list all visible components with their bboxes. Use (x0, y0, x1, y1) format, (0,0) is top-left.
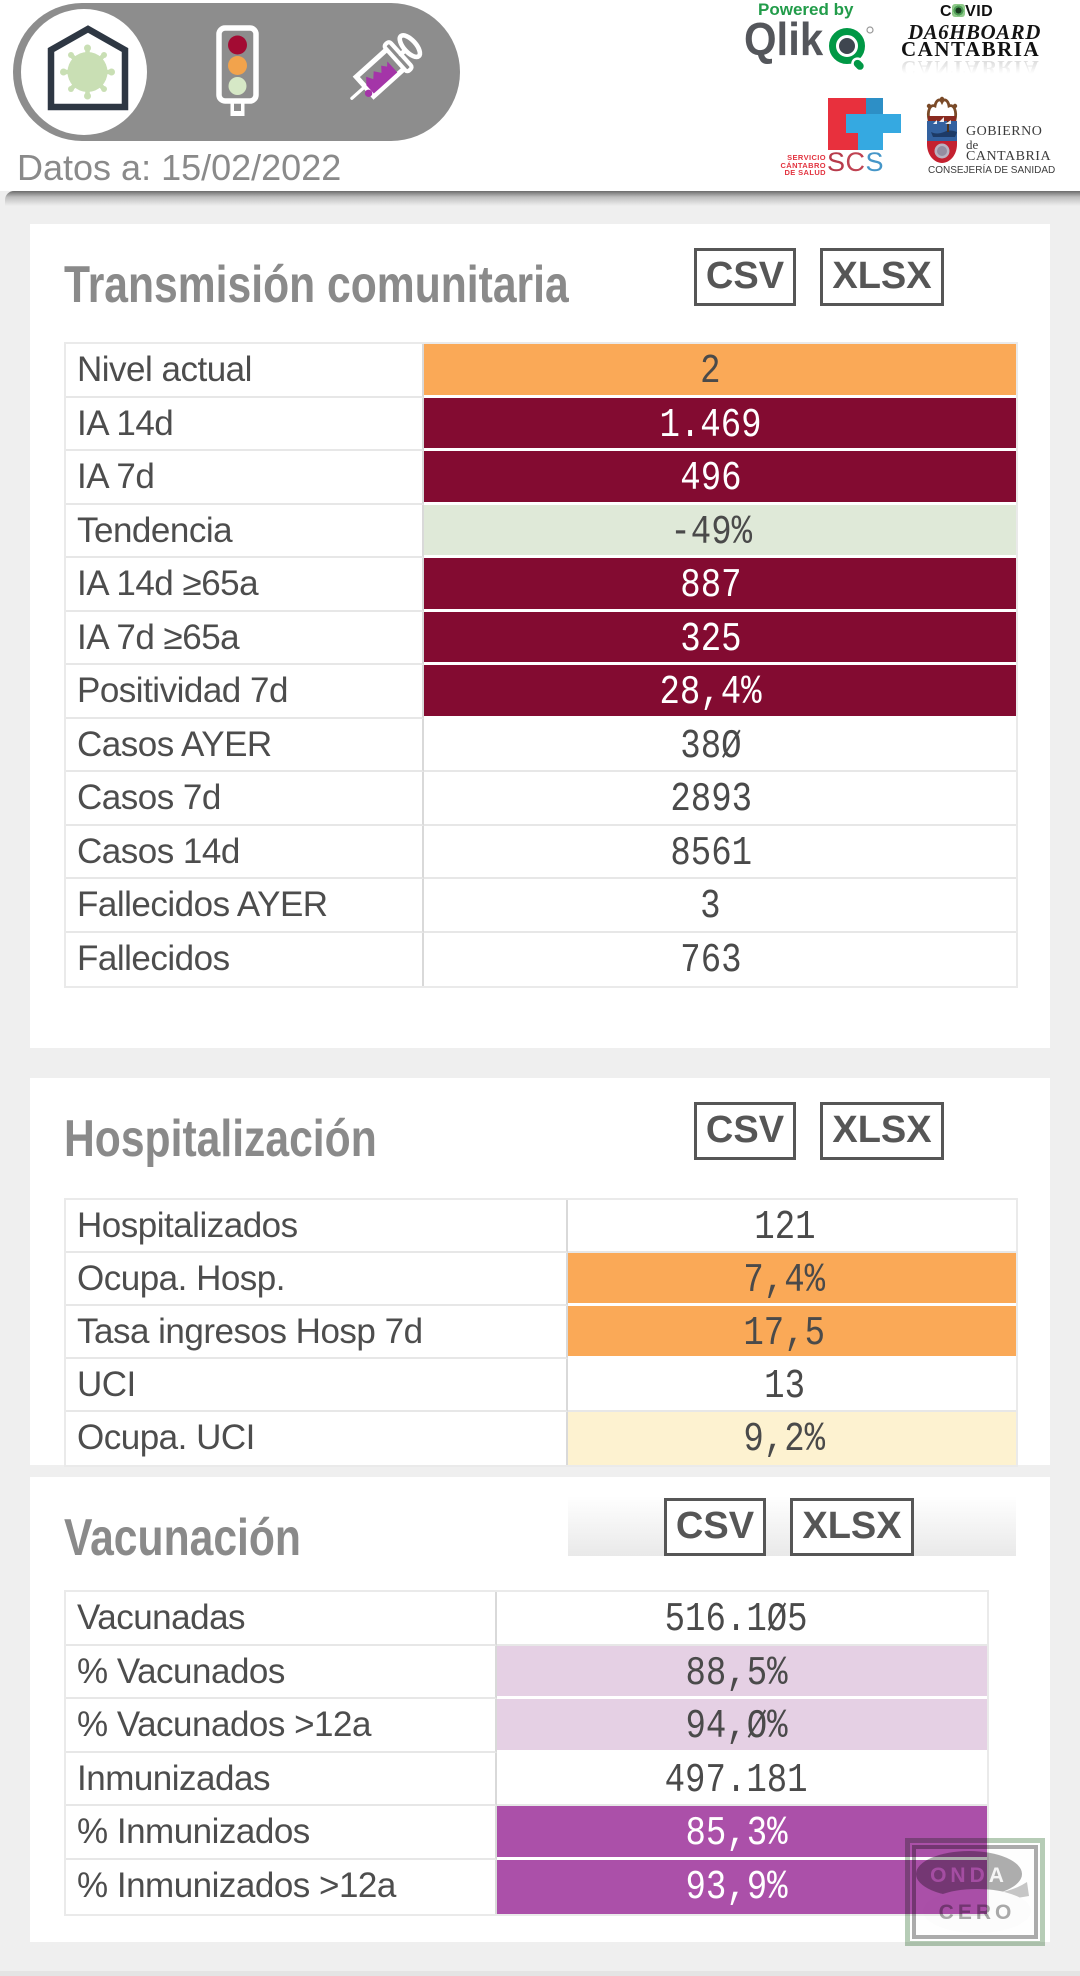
svg-text:ONDA: ONDA (930, 1864, 1008, 1887)
svg-text:CERO: CERO (939, 1901, 1016, 1924)
